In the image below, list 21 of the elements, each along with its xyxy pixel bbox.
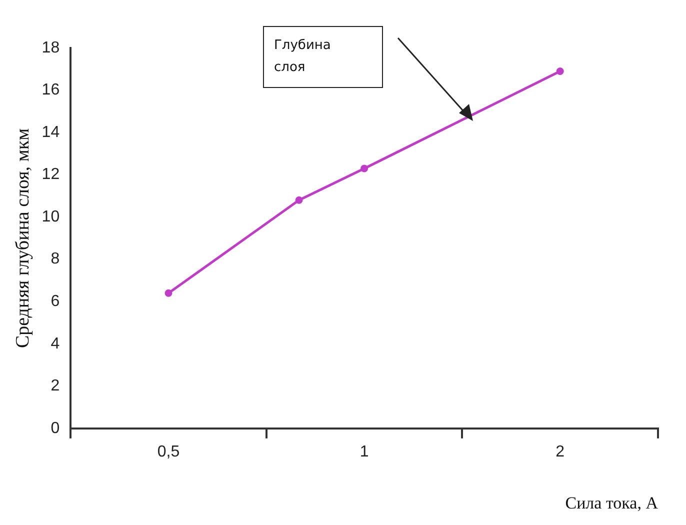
point	[556, 67, 564, 75]
point	[295, 196, 303, 204]
y-tick-label: 12	[42, 166, 60, 184]
y-tick-label: 14	[42, 124, 60, 141]
y-tick-label: 2	[50, 378, 60, 395]
x-tick-label: 1	[360, 443, 369, 460]
y-tick-label: 8	[50, 250, 60, 268]
x-tick-label: 2	[556, 443, 565, 460]
x-axis-title: Сила тока, А	[565, 493, 659, 512]
y-tick-label: 16	[42, 82, 60, 99]
x-tick-label: 0,5	[157, 443, 180, 460]
y-tick-label: 4	[50, 335, 60, 352]
y-axis-title: Средняя глубина слоя, мкм	[12, 128, 34, 348]
y-tick-label: 18	[42, 39, 60, 56]
callout-box: Глубина слоя	[263, 26, 383, 88]
annotation: Глубина слоя	[274, 37, 332, 77]
y-tick-label: 0	[50, 420, 60, 437]
y-tick-label: 10	[42, 208, 60, 226]
y-tick-label: 6	[50, 293, 60, 310]
point	[360, 164, 368, 172]
point	[164, 289, 172, 297]
